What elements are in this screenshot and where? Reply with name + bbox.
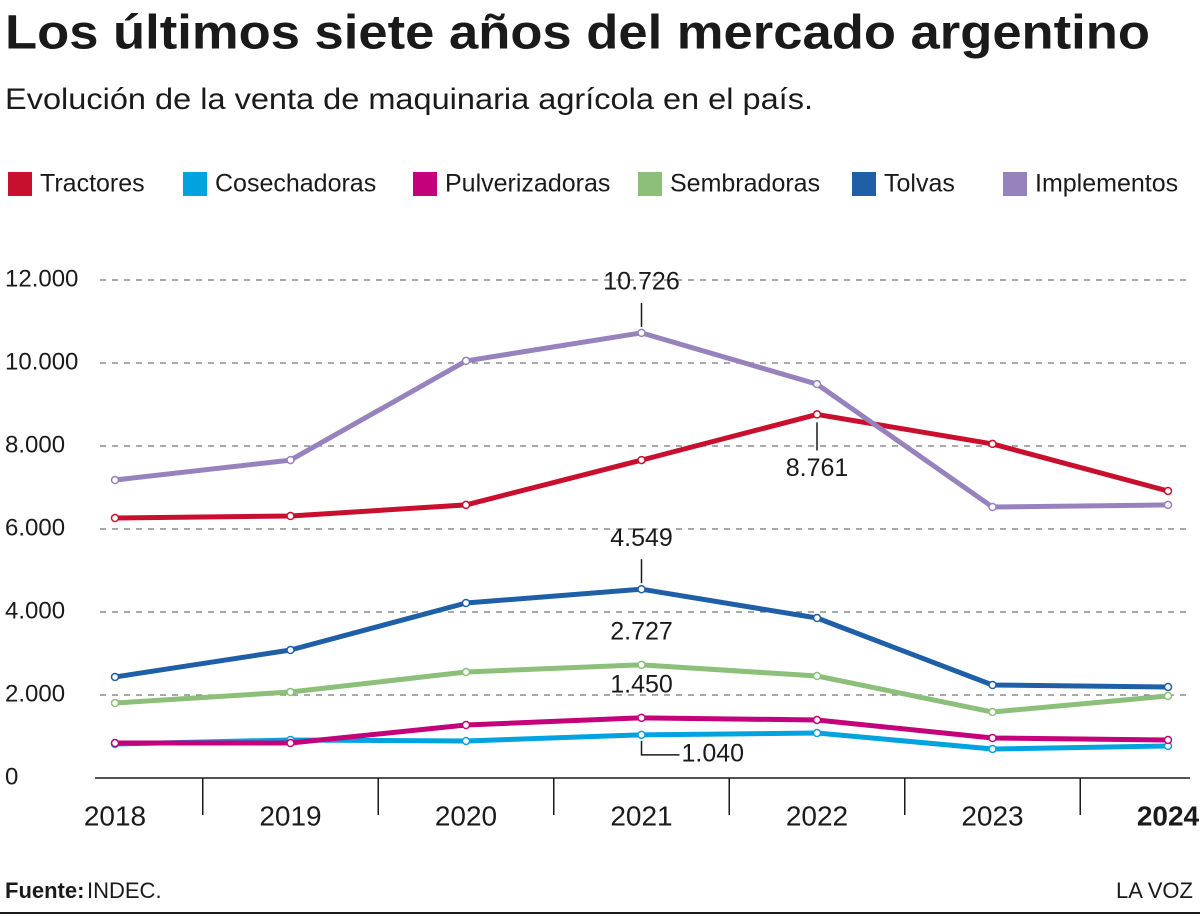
y-tick-label: 6.000 [5, 514, 65, 541]
point [988, 680, 997, 690]
legend-swatch [413, 172, 437, 196]
x-tick-label: 2019 [259, 800, 321, 831]
point [461, 720, 471, 730]
x-tick-label: 2021 [610, 800, 672, 831]
x-tick-label: 2020 [435, 800, 497, 831]
point [286, 687, 295, 697]
point [286, 738, 295, 748]
point [461, 598, 471, 608]
legend-label: Sembradoras [670, 170, 820, 198]
data-label: 1.040 [682, 739, 745, 767]
point [812, 613, 822, 623]
point [637, 730, 646, 740]
point [637, 455, 646, 465]
point [110, 513, 120, 523]
point [812, 671, 822, 681]
point [812, 410, 822, 419]
legend-label: Pulverizadoras [445, 170, 610, 198]
legend-swatch [8, 172, 32, 196]
data-label: 10.726 [603, 267, 679, 295]
point [812, 728, 822, 738]
y-tick-label: 4.000 [5, 597, 65, 624]
point [1163, 500, 1173, 510]
point [637, 713, 646, 723]
point [637, 660, 646, 670]
legend-swatch [638, 172, 662, 196]
legend-swatch [852, 172, 876, 196]
y-tick-label: 0 [5, 763, 18, 790]
point [988, 502, 997, 512]
point [461, 736, 471, 746]
point [110, 738, 120, 748]
source: INDEC. [87, 878, 162, 903]
point [988, 439, 997, 449]
point [286, 455, 295, 465]
point [461, 500, 471, 510]
point [988, 744, 997, 754]
legend-swatch [183, 172, 207, 196]
point [286, 511, 295, 521]
point [110, 672, 120, 682]
credit: LA VOZ [1116, 878, 1193, 903]
series-line [114, 411, 1169, 521]
point [812, 715, 822, 725]
legend-label: Tractores [40, 170, 145, 198]
y-tick-label: 12.000 [5, 265, 78, 292]
source-label: Fuente: [5, 878, 84, 903]
point [461, 356, 471, 366]
x-tick-label: 2024 [1137, 800, 1200, 831]
legend-swatch [1003, 172, 1027, 196]
point [1163, 486, 1173, 496]
leader [640, 740, 680, 756]
x-tick-label: 2023 [961, 800, 1023, 831]
point [637, 328, 646, 338]
point [988, 707, 997, 717]
point [110, 475, 120, 485]
point [461, 667, 471, 677]
y-tick-label: 2.000 [5, 680, 65, 707]
chart-title: Los últimos siete años del mercado argen… [5, 7, 1150, 60]
point [1163, 691, 1173, 701]
legend-label: Implementos [1035, 170, 1178, 198]
series-line [114, 330, 1169, 510]
data-label: 8.761 [786, 454, 849, 482]
point [988, 733, 997, 743]
point [1163, 682, 1173, 692]
chart-subtitle: Evolución de la venta de maquinaria agrí… [5, 83, 813, 116]
x-tick-label: 2018 [84, 800, 146, 831]
point [286, 645, 295, 655]
y-tick-label: 10.000 [5, 348, 78, 375]
legend-label: Tolvas [884, 170, 955, 198]
data-label: 4.549 [610, 524, 673, 552]
data-label: 2.727 [610, 617, 673, 645]
data-label: 1.450 [610, 670, 673, 698]
point [812, 379, 822, 389]
legend-label: Cosechadoras [215, 170, 376, 198]
point [110, 698, 120, 708]
point [1163, 735, 1173, 745]
x-tick-label: 2022 [786, 800, 848, 831]
point [637, 584, 646, 594]
y-tick-label: 8.000 [5, 431, 65, 458]
